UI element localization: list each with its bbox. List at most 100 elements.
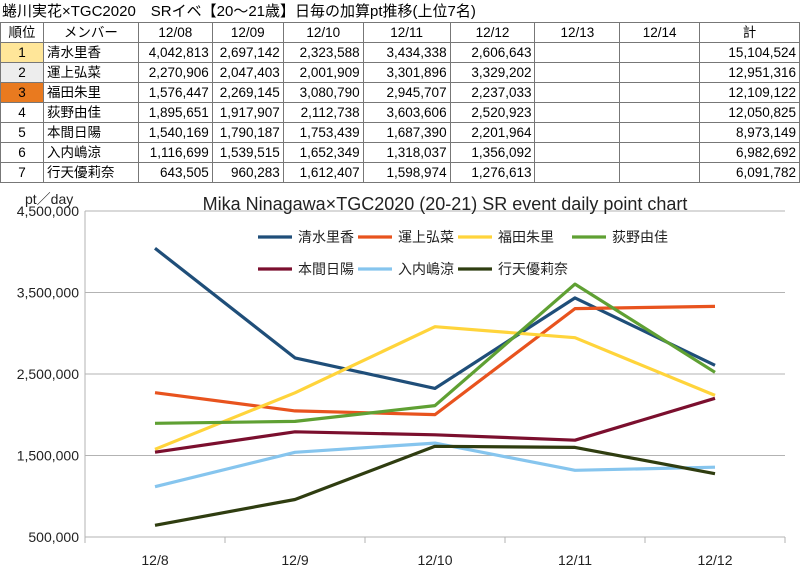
table-row: 4 荻野由佳 1,895,651 1,917,907 2,112,738 3,603,60…	[0, 102, 800, 123]
series-line	[154, 282, 716, 425]
daily-points-cell	[619, 142, 701, 163]
total-points-cell: 6,091,782	[699, 162, 800, 183]
daily-points-cell: 1,895,651	[137, 102, 213, 123]
member-name-cell: 本間日陽	[42, 122, 139, 143]
daily-points-cell: 2,606,643	[449, 42, 536, 63]
daily-points-cell	[534, 42, 621, 63]
daily-points-cell: 3,434,338	[362, 42, 451, 63]
daily-points-cell	[534, 82, 621, 103]
daily-points-cell	[534, 102, 621, 123]
member-name-cell: 入内嶋涼	[42, 142, 139, 163]
member-name-cell: 福田朱里	[42, 82, 139, 103]
total-points-cell: 6,982,692	[699, 142, 800, 163]
daily-points-cell: 1,116,699	[137, 142, 213, 163]
ranking-table: 順位 メンバー 12/08 12/09 12/10 12/11 12/12 12…	[0, 22, 800, 183]
daily-points-cell: 960,283	[211, 162, 284, 183]
x-tick-label: 12/10	[417, 552, 452, 568]
legend-label: 運上弘菜	[398, 229, 454, 245]
rank-cell: 6	[0, 142, 44, 163]
header-member: メンバー	[42, 22, 139, 43]
daily-points-cell: 1,598,974	[362, 162, 451, 183]
table-header-row: 順位 メンバー 12/08 12/09 12/10 12/11 12/12 12…	[0, 22, 800, 43]
x-tick-label: 12/11	[558, 552, 592, 568]
series-line	[154, 247, 716, 390]
daily-points-cell: 2,945,707	[362, 82, 451, 103]
y-tick-label: 2,500,000	[17, 366, 79, 382]
legend-label: 荻野由佳	[612, 229, 668, 245]
daily-points-cell	[534, 162, 621, 183]
daily-points-cell: 1,652,349	[282, 142, 364, 163]
rank-cell: 5	[0, 122, 44, 143]
y-tick-label: 4,500,000	[17, 203, 79, 219]
rank-cell: 4	[0, 102, 44, 123]
daily-points-cell: 4,042,813	[137, 42, 213, 63]
daily-points-cell	[534, 142, 621, 163]
member-name-cell: 清水里香	[42, 42, 139, 63]
daily-points-cell: 1,576,447	[137, 82, 213, 103]
daily-points-cell: 1,917,907	[211, 102, 284, 123]
series-line	[154, 444, 716, 527]
daily-points-cell	[619, 42, 701, 63]
header-total: 計	[699, 22, 800, 43]
daily-points-cell: 2,323,588	[282, 42, 364, 63]
daily-points-cell: 1,612,407	[282, 162, 364, 183]
series-line	[154, 325, 716, 451]
chart-title: Mika Ninagawa×TGC2020 (20-21) SR event d…	[203, 194, 688, 214]
header-date: 12/09	[211, 22, 284, 43]
table-row: 5 本間日陽 1,540,169 1,790,187 1,753,439 1,687,39…	[0, 122, 800, 143]
y-tick-label: 3,500,000	[17, 285, 79, 301]
series-line	[154, 304, 716, 417]
daily-points-cell: 3,301,896	[362, 62, 451, 83]
legend-label: 行天優莉奈	[498, 261, 568, 277]
legend-label: 本間日陽	[298, 261, 354, 277]
table-title: 蜷川実花×TGC2020 SRイベ【20～21歳】日毎の加算pt推移(上位7名)	[2, 3, 476, 20]
daily-points-cell: 3,080,790	[282, 82, 364, 103]
daily-points-cell: 1,356,092	[449, 142, 536, 163]
table-row: 7 行天優莉奈 643,505 960,283 1,612,407 1,598,974 1,…	[0, 162, 800, 183]
member-name-cell: 運上弘菜	[42, 62, 139, 83]
table-row: 3 福田朱里 1,576,447 2,269,145 3,080,790 2,945,70…	[0, 82, 800, 103]
header-date: 12/08	[137, 22, 213, 43]
daily-points-cell: 2,270,906	[137, 62, 213, 83]
daily-points-cell: 2,520,923	[449, 102, 536, 123]
y-tick-label: 500,000	[28, 529, 79, 545]
table-row: 6 入内嶋涼 1,116,699 1,539,515 1,652,349 1,318,03…	[0, 142, 800, 163]
y-tick-label: 1,500,000	[17, 448, 79, 464]
x-tick-label: 12/9	[281, 552, 308, 568]
x-tick-label: 12/12	[697, 552, 732, 568]
daily-points-cell	[619, 62, 701, 83]
header-date: 12/14	[619, 22, 701, 43]
daily-points-cell: 1,540,169	[137, 122, 213, 143]
rank-cell: 1	[0, 42, 44, 63]
header-date: 12/10	[282, 22, 364, 43]
daily-points-cell: 1,539,515	[211, 142, 284, 163]
legend-label: 入内嶋涼	[398, 261, 454, 277]
series-line	[154, 441, 716, 489]
daily-points-cell: 1,318,037	[362, 142, 451, 163]
daily-points-cell: 1,753,439	[282, 122, 364, 143]
x-tick-label: 12/8	[141, 552, 168, 568]
rank-cell: 3	[0, 82, 44, 103]
daily-points-cell: 2,237,033	[449, 82, 536, 103]
daily-points-cell: 2,112,738	[282, 102, 364, 123]
daily-points-cell: 3,329,202	[449, 62, 536, 83]
daily-points-cell: 1,276,613	[449, 162, 536, 183]
legend-label: 清水里香	[298, 229, 354, 245]
series-line	[154, 396, 716, 454]
total-points-cell: 15,104,524	[699, 42, 800, 63]
daily-points-cell	[619, 102, 701, 123]
total-points-cell: 8,973,149	[699, 122, 800, 143]
header-date: 12/13	[534, 22, 621, 43]
y-axis-label: pt／day	[25, 191, 73, 207]
line-chart: 500,000 1,500,000 2,500,000 3,500,000 4,500,…	[17, 191, 786, 568]
header-date: 12/11	[362, 22, 451, 43]
daily-points-cell	[534, 122, 621, 143]
daily-points-cell: 2,269,145	[211, 82, 284, 103]
daily-points-cell: 1,790,187	[211, 122, 284, 143]
daily-points-cell: 3,603,606	[362, 102, 451, 123]
member-name-cell: 行天優莉奈	[42, 162, 139, 183]
daily-points-cell: 1,687,390	[362, 122, 451, 143]
daily-points-cell: 2,001,909	[282, 62, 364, 83]
table-row: 1 清水里香 4,042,813 2,697,142 2,323,588 3,434,33…	[0, 42, 800, 63]
header-date: 12/12	[449, 22, 536, 43]
